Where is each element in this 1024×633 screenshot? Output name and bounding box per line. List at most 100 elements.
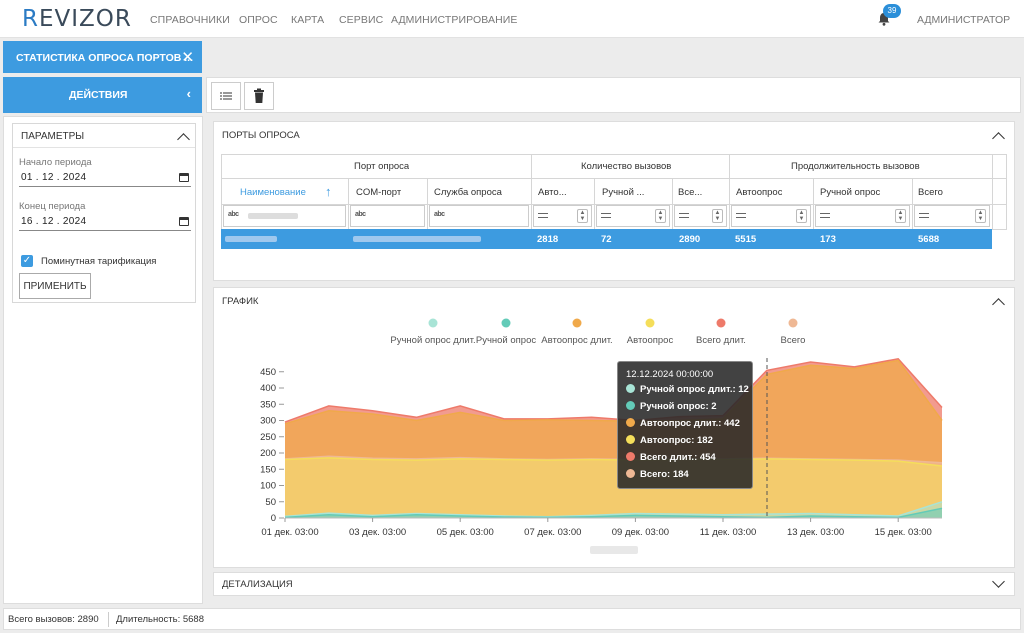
spinner-icon[interactable]: ▲ ▼: [796, 209, 807, 223]
ports-title: ПОРТЫ ОПРОСА: [222, 130, 300, 141]
row-name-redacted: [225, 236, 277, 242]
spinner-icon[interactable]: ▲ ▼: [655, 209, 666, 223]
nav-polling[interactable]: ОПРОС: [239, 14, 278, 26]
nav-map[interactable]: КАРТА: [291, 14, 325, 26]
period-start-input[interactable]: 01 . 12 . 2024: [21, 172, 87, 183]
text-filter-icon: abc: [434, 211, 445, 218]
ports-panel: ПОРТЫ ОПРОСА: [213, 121, 1015, 281]
chevron-up-icon[interactable]: [177, 133, 190, 146]
nav-administration[interactable]: АДМИНИСТРИРОВАНИЕ: [391, 14, 518, 26]
filter-auto-duration[interactable]: ▲ ▼: [731, 205, 811, 227]
col-auto-duration[interactable]: Автоопрос: [736, 187, 783, 198]
user-menu[interactable]: АДМИНИСТРАТОР: [917, 14, 1011, 26]
chevron-up-icon[interactable]: [992, 132, 1005, 145]
chart-panel: ГРАФИК: [213, 287, 1015, 568]
group-port: Порт опроса: [354, 161, 410, 172]
sort-up-icon[interactable]: ↑: [325, 184, 332, 199]
status-bar: Всего вызовов: 2890 Длительность: 5688: [3, 608, 1021, 630]
filter-com-port[interactable]: abc: [350, 205, 425, 227]
filter-name[interactable]: abc: [223, 205, 346, 227]
tooltip-row: Всего длит.: 454: [626, 452, 716, 463]
col-total-duration[interactable]: Всего: [918, 187, 943, 198]
tooltip-marker: [626, 418, 635, 427]
col-manual-count[interactable]: Ручной ...: [602, 187, 645, 198]
close-icon[interactable]: ✕: [181, 49, 194, 66]
chevron-up-icon[interactable]: [992, 298, 1005, 311]
actions-button[interactable]: ДЕЙСТВИЯ ‹: [3, 77, 202, 113]
col-com-port[interactable]: COM-порт: [356, 187, 402, 198]
equals-icon: [736, 213, 746, 218]
tab-port-stats[interactable]: СТАТИСТИКА ОПРОСА ПОРТОВ ... ✕: [3, 41, 202, 73]
period-end-input[interactable]: 16 . 12 . 2024: [21, 216, 87, 227]
status-duration: Длительность: 5688: [116, 614, 204, 625]
params-section: ПАРАМЕТРЫ Начало периода 01 . 12 . 2024 …: [12, 123, 196, 303]
top-navbar: REVIZOR СПРАВОЧНИКИ ОПРОС КАРТА СЕРВИС А…: [0, 0, 1024, 38]
period-end-label: Конец периода: [19, 201, 86, 212]
list-view-button[interactable]: [211, 82, 241, 110]
cell-total-count: 2890: [679, 234, 701, 245]
period-start-label: Начало периода: [19, 157, 92, 168]
table-row[interactable]: 2818 72 2890 5515 173 5688: [221, 229, 992, 249]
text-filter-icon: abc: [228, 211, 239, 218]
detail-panel[interactable]: ДЕТАЛИЗАЦИЯ: [213, 572, 1015, 596]
delete-button[interactable]: [244, 82, 274, 110]
equals-icon: [820, 213, 830, 218]
tooltip-row: Автоопрос длит.: 442: [626, 418, 740, 429]
apply-button[interactable]: ПРИМЕНИТЬ: [19, 273, 91, 299]
status-total-calls: Всего вызовов: 2890: [8, 614, 99, 625]
period-start-underline: [19, 186, 191, 187]
calendar-icon[interactable]: [179, 217, 189, 226]
spinner-icon[interactable]: ▲ ▼: [895, 209, 906, 223]
tooltip-row: Автоопрос: 182: [626, 435, 713, 446]
equals-icon: [601, 213, 611, 218]
col-total-count[interactable]: Все...: [678, 187, 703, 198]
filter-total-duration[interactable]: ▲ ▼: [914, 205, 990, 227]
equals-icon: [538, 213, 548, 218]
cell-auto-count: 2818: [537, 234, 559, 245]
nav-references[interactable]: СПРАВОЧНИКИ: [150, 14, 230, 26]
tooltip-text: Автоопрос длит.: 442: [640, 418, 740, 429]
spinner-icon[interactable]: ▲ ▼: [712, 209, 723, 223]
chevron-down-icon[interactable]: [992, 575, 1005, 588]
cell-auto-duration: 5515: [735, 234, 757, 245]
params-header[interactable]: ПАРАМЕТРЫ: [13, 124, 195, 148]
tab-label: СТАТИСТИКА ОПРОСА ПОРТОВ ...: [16, 52, 194, 64]
period-end-underline: [19, 230, 191, 231]
tooltip-title: 12.12.2024 00:00:00: [626, 369, 714, 380]
equals-icon: [679, 213, 689, 218]
filter-manual-count[interactable]: ▲ ▼: [596, 205, 670, 227]
list-icon: [220, 92, 232, 100]
tooltip-row: Ручной опрос длит.: 12: [626, 384, 749, 395]
spinner-icon[interactable]: ▲ ▼: [975, 209, 986, 223]
col-name[interactable]: Наименование: [240, 187, 306, 198]
notification-badge: 39: [883, 4, 901, 18]
group-duration: Продолжительность вызовов: [791, 161, 920, 172]
filter-manual-duration[interactable]: ▲ ▼: [815, 205, 910, 227]
filter-total-count[interactable]: ▲ ▼: [674, 205, 727, 227]
tooltip-text: Автоопрос: 182: [640, 435, 713, 446]
calendar-icon[interactable]: [179, 173, 189, 182]
tooltip-row: Ручной опрос: 2: [626, 401, 717, 412]
cell-total-duration: 5688: [918, 234, 940, 245]
col-service[interactable]: Служба опроса: [434, 187, 502, 198]
tooltip-marker: [626, 452, 635, 461]
chart-tooltip: 12.12.2024 00:00:00 Ручной опрос длит.: …: [617, 361, 753, 489]
equals-icon: [919, 213, 929, 218]
filter-auto-count[interactable]: ▲ ▼: [533, 205, 592, 227]
col-auto-count[interactable]: Авто...: [538, 187, 567, 198]
tooltip-text: Ручной опрос: 2: [640, 401, 717, 412]
chevron-left-icon: ‹: [186, 86, 191, 101]
params-title: ПАРАМЕТРЫ: [21, 131, 85, 142]
tooltip-marker: [626, 384, 635, 393]
spinner-icon[interactable]: ▲ ▼: [577, 209, 588, 223]
toolbar: [206, 77, 1021, 113]
col-manual-duration[interactable]: Ручной опрос: [820, 187, 881, 198]
filter-service[interactable]: abc: [429, 205, 529, 227]
tooltip-text: Всего длит.: 454: [640, 452, 716, 463]
nav-service[interactable]: СЕРВИС: [339, 14, 384, 26]
app-logo[interactable]: REVIZOR: [22, 6, 132, 32]
chart-title: ГРАФИК: [222, 296, 259, 307]
tooltip-marker: [626, 435, 635, 444]
per-minute-checkbox[interactable]: ✓: [21, 255, 33, 267]
actions-label: ДЕЙСТВИЯ: [69, 89, 128, 101]
